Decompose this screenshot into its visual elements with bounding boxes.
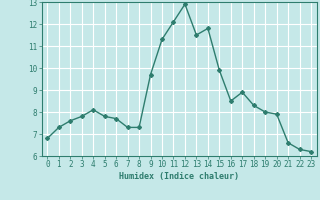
X-axis label: Humidex (Indice chaleur): Humidex (Indice chaleur) [119,172,239,181]
